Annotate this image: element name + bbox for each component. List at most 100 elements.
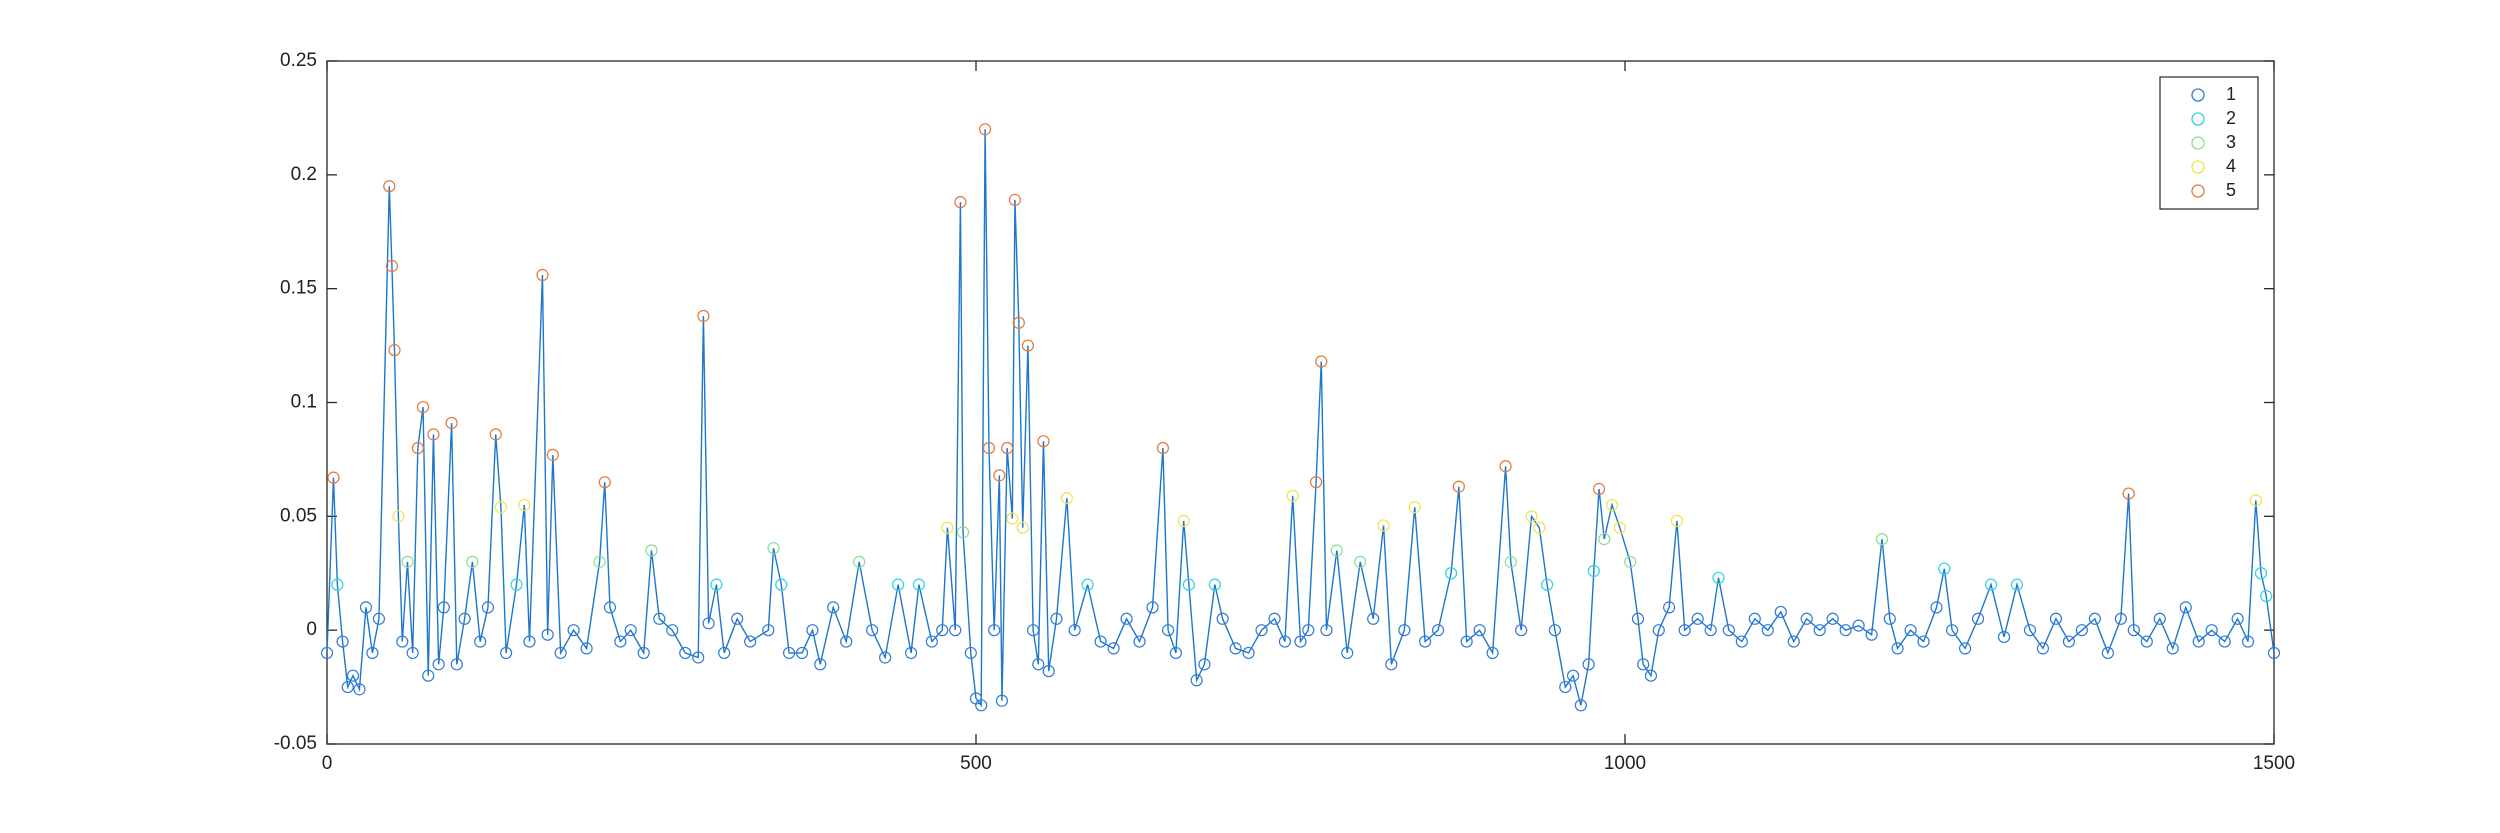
data-point bbox=[1198, 658, 1211, 671]
data-point bbox=[2088, 612, 2101, 625]
data-point bbox=[580, 642, 593, 655]
y-tick-label: 0.1 bbox=[291, 392, 317, 413]
data-point bbox=[1032, 658, 1045, 671]
data-point bbox=[1255, 624, 1268, 637]
data-point bbox=[775, 578, 788, 591]
data-point bbox=[1712, 571, 1725, 584]
data-point bbox=[2218, 635, 2231, 648]
data-point bbox=[1548, 624, 1562, 637]
data-point bbox=[510, 578, 523, 591]
data-point bbox=[1431, 624, 1445, 637]
data-point bbox=[445, 416, 458, 430]
data-point bbox=[814, 658, 827, 671]
data-point bbox=[1613, 521, 1626, 534]
y-tick-label: 0.2 bbox=[291, 164, 317, 185]
data-point bbox=[1177, 514, 1190, 527]
legend-marker bbox=[2191, 160, 2205, 174]
data-point bbox=[1398, 624, 1411, 637]
data-point bbox=[546, 448, 559, 461]
data-point bbox=[1081, 578, 1094, 591]
data-point bbox=[1678, 624, 1691, 637]
data-point bbox=[1515, 624, 1528, 637]
data-point bbox=[383, 180, 396, 193]
data-point bbox=[975, 699, 988, 712]
data-point bbox=[1190, 674, 1203, 687]
data-point bbox=[474, 635, 487, 648]
legend-label: 2 bbox=[2226, 108, 2236, 128]
data-point bbox=[2114, 612, 2127, 625]
data-point bbox=[853, 555, 866, 568]
data-point bbox=[1748, 612, 1761, 625]
data-point bbox=[1735, 635, 1748, 648]
data-point bbox=[1068, 624, 1081, 637]
data-point bbox=[2249, 494, 2262, 507]
data-point bbox=[1587, 564, 1600, 578]
data-point bbox=[904, 646, 918, 660]
data-point bbox=[697, 309, 710, 323]
data-point bbox=[1691, 612, 1704, 625]
data-point bbox=[925, 635, 938, 648]
data-point bbox=[1294, 635, 1307, 648]
data-point bbox=[782, 646, 796, 660]
data-point bbox=[941, 521, 954, 534]
data-point bbox=[1107, 642, 1120, 655]
data-point bbox=[988, 624, 1001, 637]
data-point bbox=[372, 612, 386, 625]
data-point bbox=[1302, 624, 1315, 637]
data-point bbox=[731, 612, 744, 625]
data-point bbox=[1663, 601, 1676, 614]
data-point bbox=[523, 635, 536, 648]
data-point bbox=[1938, 562, 1951, 575]
data-point bbox=[1320, 624, 1333, 637]
data-point bbox=[327, 471, 340, 484]
data-point bbox=[1852, 619, 1865, 632]
data-point bbox=[422, 669, 435, 682]
data-point bbox=[718, 646, 731, 660]
axes-box bbox=[326, 60, 2275, 745]
legend-marker bbox=[2191, 184, 2205, 198]
data-point bbox=[1286, 489, 1299, 502]
data-point bbox=[1883, 612, 1896, 625]
data-point bbox=[450, 658, 463, 671]
data-point bbox=[1839, 624, 1852, 637]
data-point bbox=[1001, 441, 1014, 455]
data-point bbox=[879, 651, 892, 664]
data-point bbox=[603, 601, 617, 614]
data-point bbox=[1574, 699, 1587, 712]
data-point bbox=[341, 680, 354, 694]
data-point bbox=[645, 544, 658, 557]
data-point bbox=[2010, 578, 2024, 591]
data-point bbox=[1761, 624, 1774, 637]
data-point bbox=[1027, 624, 1040, 637]
legend-label: 1 bbox=[2226, 84, 2236, 104]
data-point bbox=[388, 344, 401, 357]
data-point bbox=[1012, 316, 1025, 329]
data-point bbox=[692, 651, 705, 664]
data-point bbox=[1891, 642, 1904, 655]
data-point bbox=[567, 624, 580, 637]
data-point bbox=[336, 635, 349, 648]
data-point bbox=[1652, 624, 1665, 637]
data-point bbox=[466, 555, 479, 568]
data-point bbox=[767, 542, 780, 555]
legend-box bbox=[2159, 76, 2259, 210]
data-point bbox=[1945, 624, 1959, 637]
data-point bbox=[1268, 612, 1281, 625]
data-point bbox=[1060, 492, 1073, 505]
legend-label: 5 bbox=[2226, 180, 2236, 200]
data-point bbox=[1050, 612, 1063, 625]
data-point bbox=[396, 635, 409, 648]
legend-marker bbox=[2191, 112, 2205, 126]
data-point bbox=[762, 624, 775, 637]
data-point bbox=[624, 624, 637, 637]
data-point bbox=[956, 526, 970, 539]
data-point bbox=[1486, 646, 1499, 660]
data-point bbox=[1169, 646, 1182, 660]
data-point bbox=[2036, 642, 2050, 655]
data-point bbox=[2140, 635, 2153, 648]
data-point bbox=[427, 428, 440, 441]
data-point bbox=[593, 555, 606, 568]
data-point bbox=[1582, 658, 1595, 671]
